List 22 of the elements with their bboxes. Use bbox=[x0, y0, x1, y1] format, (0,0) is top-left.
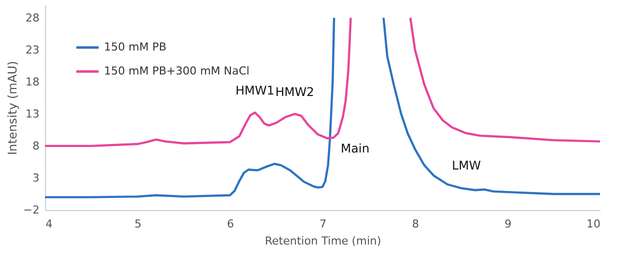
y-tick-label: 18 bbox=[26, 75, 40, 88]
x-tick-label: 9 bbox=[504, 218, 512, 230]
x-tick-label: 5 bbox=[134, 218, 142, 230]
annotation: HMW1 bbox=[236, 84, 274, 98]
x-tick-label: 6 bbox=[227, 218, 234, 230]
annotation: Main bbox=[340, 141, 370, 156]
y-axis-title: Intensity (mAU) bbox=[5, 60, 20, 156]
annotation: LMW bbox=[452, 158, 481, 172]
legend-label: 150 mM PB bbox=[104, 40, 166, 54]
annotation: HMW2 bbox=[275, 84, 314, 99]
x-tick-label: 8 bbox=[412, 218, 419, 230]
y-tick-label: 28 bbox=[26, 11, 40, 24]
y-tick-label: 23 bbox=[26, 43, 40, 56]
y-tick-label: 13 bbox=[26, 107, 40, 120]
y-tick-label: 8 bbox=[32, 139, 40, 152]
y-tick-label: −2 bbox=[23, 204, 40, 216]
y-tick-label: 3 bbox=[32, 171, 40, 184]
x-axis-title: Retention Time (min) bbox=[264, 234, 382, 248]
x-tick-label: 7 bbox=[320, 218, 326, 230]
legend-label: 150 mM PB+300 mM NaCl bbox=[104, 64, 250, 78]
x-tick-label: 10 bbox=[586, 218, 600, 230]
x-tick-label: 4 bbox=[46, 218, 52, 230]
